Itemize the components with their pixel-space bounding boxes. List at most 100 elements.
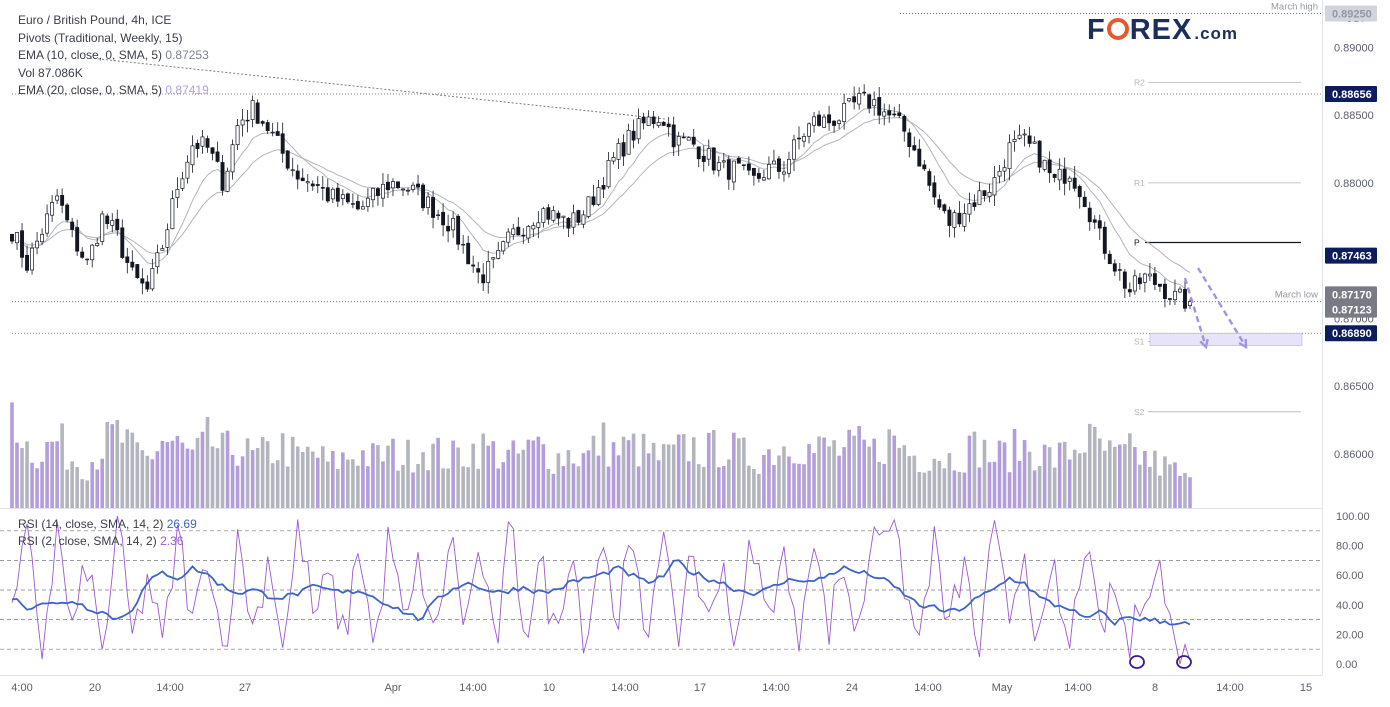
volume-bar (85, 480, 89, 508)
ema20-indicator[interactable]: EMA (20, close, 0, SMA, 5) 0.87419 (18, 82, 209, 100)
volume-bar (230, 454, 235, 508)
volume-bar (566, 450, 571, 508)
volume-bar (802, 464, 806, 508)
candle-body (937, 199, 942, 208)
volume-bar (25, 441, 29, 508)
candle-body (1012, 139, 1017, 142)
volume-bar (15, 442, 19, 508)
volume-bar (426, 470, 430, 508)
price-tag-bg (1325, 325, 1377, 342)
volume-bar (696, 464, 701, 508)
candle-body (315, 184, 320, 186)
ema10-label: EMA (10, close, 0, SMA, 5) (18, 48, 163, 62)
candle-body (1107, 253, 1112, 265)
rsi-tick-label: 60.00 (1336, 570, 1364, 582)
candle-body (436, 214, 441, 217)
time-axis[interactable]: 4:00 20 14:00 27 Apr 14:00 10 14:00 17 14:00 24 14:… (11, 682, 1312, 694)
forex-logo: F REX .com (1087, 14, 1238, 47)
volume-bar (456, 447, 460, 508)
candle-body (751, 167, 756, 176)
volume-bar (1123, 444, 1127, 508)
candle-body (391, 181, 395, 189)
candle-body (496, 250, 501, 259)
oversold-circle (1176, 655, 1192, 669)
price-axis[interactable]: GBP0.890000.885000.880000.870000.865000.… (1334, 13, 1374, 461)
volume-bar (967, 435, 972, 508)
candle-body (857, 93, 862, 105)
candle-body (50, 202, 55, 216)
horizontal-levels: March high March low (12, 2, 1322, 334)
rsi14-indicator[interactable]: RSI (14, close, SMA, 14, 2) 26.69 (18, 516, 197, 533)
volume-bar (446, 468, 450, 508)
volume-bar (536, 436, 541, 508)
volume-bar (280, 433, 285, 508)
volume-bar (300, 451, 305, 508)
candle-body (25, 255, 29, 271)
candle-body (1062, 168, 1067, 184)
rsi-tick-label: 0.00 (1336, 659, 1357, 671)
candle-body (225, 170, 230, 192)
candle-body (962, 213, 967, 227)
candle-body (461, 243, 466, 246)
volume-indicator[interactable]: Vol 87.086K (18, 65, 209, 83)
time-tick-label: 14:00 (1064, 682, 1092, 694)
candle-body (927, 171, 932, 186)
level-label: March low (1275, 290, 1318, 301)
volume-bar (987, 462, 992, 508)
volume-bar (145, 455, 150, 508)
volume-bar (1107, 440, 1112, 508)
rsi-tick-label: 20.00 (1336, 629, 1364, 641)
rsi-pane[interactable] (0, 509, 1322, 675)
price-tick-label: 0.86500 (1334, 381, 1374, 393)
candle-body (1142, 273, 1147, 283)
candle-body (466, 242, 471, 265)
candle-body (491, 257, 496, 260)
candle-body (711, 147, 716, 171)
pivots-indicator[interactable]: Pivots (Traditional, Weekly, 15) (18, 30, 183, 45)
rsi-tick-label: 100.00 (1336, 511, 1370, 523)
volume-bar (917, 472, 922, 508)
volume-bar (777, 455, 781, 508)
candle-body (922, 164, 927, 170)
volume-bar (892, 435, 897, 508)
candle-body (952, 212, 957, 228)
rsi2-indicator[interactable]: RSI (2, close, SMA, 14, 2) 2.36 (18, 533, 197, 550)
volume-bar (1188, 477, 1192, 508)
candle-body (812, 116, 816, 126)
volume-bar (762, 454, 766, 508)
candle-body (997, 170, 1002, 177)
candle-body (30, 247, 35, 271)
volume-bar (255, 448, 260, 508)
candle-body (1042, 159, 1047, 170)
trend-line (89, 57, 666, 120)
volume-bar (581, 453, 586, 508)
volume-bar (326, 461, 330, 508)
candle-body (476, 268, 481, 273)
candle-body (947, 209, 952, 226)
volume-bar (70, 461, 74, 508)
candle-body (942, 204, 947, 212)
price-tag-label: 0.87170 (1332, 289, 1372, 301)
symbol-title[interactable]: Euro / British Pound, 4h, ICE (18, 13, 172, 27)
price-pane[interactable] (0, 0, 1322, 508)
candle-body (10, 234, 14, 242)
ema10-indicator[interactable]: EMA (10, close, 0, SMA, 5) 0.87253 (18, 47, 209, 65)
price-tag-label: 0.87463 (1332, 251, 1372, 263)
candle-body (1057, 168, 1062, 181)
candle-body (591, 196, 596, 205)
candle-body (1167, 298, 1172, 300)
volume-bar (416, 464, 420, 508)
rsi14-label: RSI (14, close, SMA, 14, 2) (18, 517, 164, 531)
candle-body (160, 248, 165, 251)
volume-bar (887, 429, 892, 508)
volume-bar (160, 441, 165, 508)
volume-bar (461, 466, 465, 508)
volume-bar (285, 466, 290, 508)
rsi-axis[interactable]: 100.00 80.00 60.00 40.00 20.00 0.00 (1336, 511, 1370, 671)
candle-body (706, 148, 711, 160)
price-tag-bg (1325, 86, 1377, 103)
candle-body (1017, 134, 1022, 139)
volume-bar (832, 440, 836, 508)
volume-bar (471, 443, 475, 508)
